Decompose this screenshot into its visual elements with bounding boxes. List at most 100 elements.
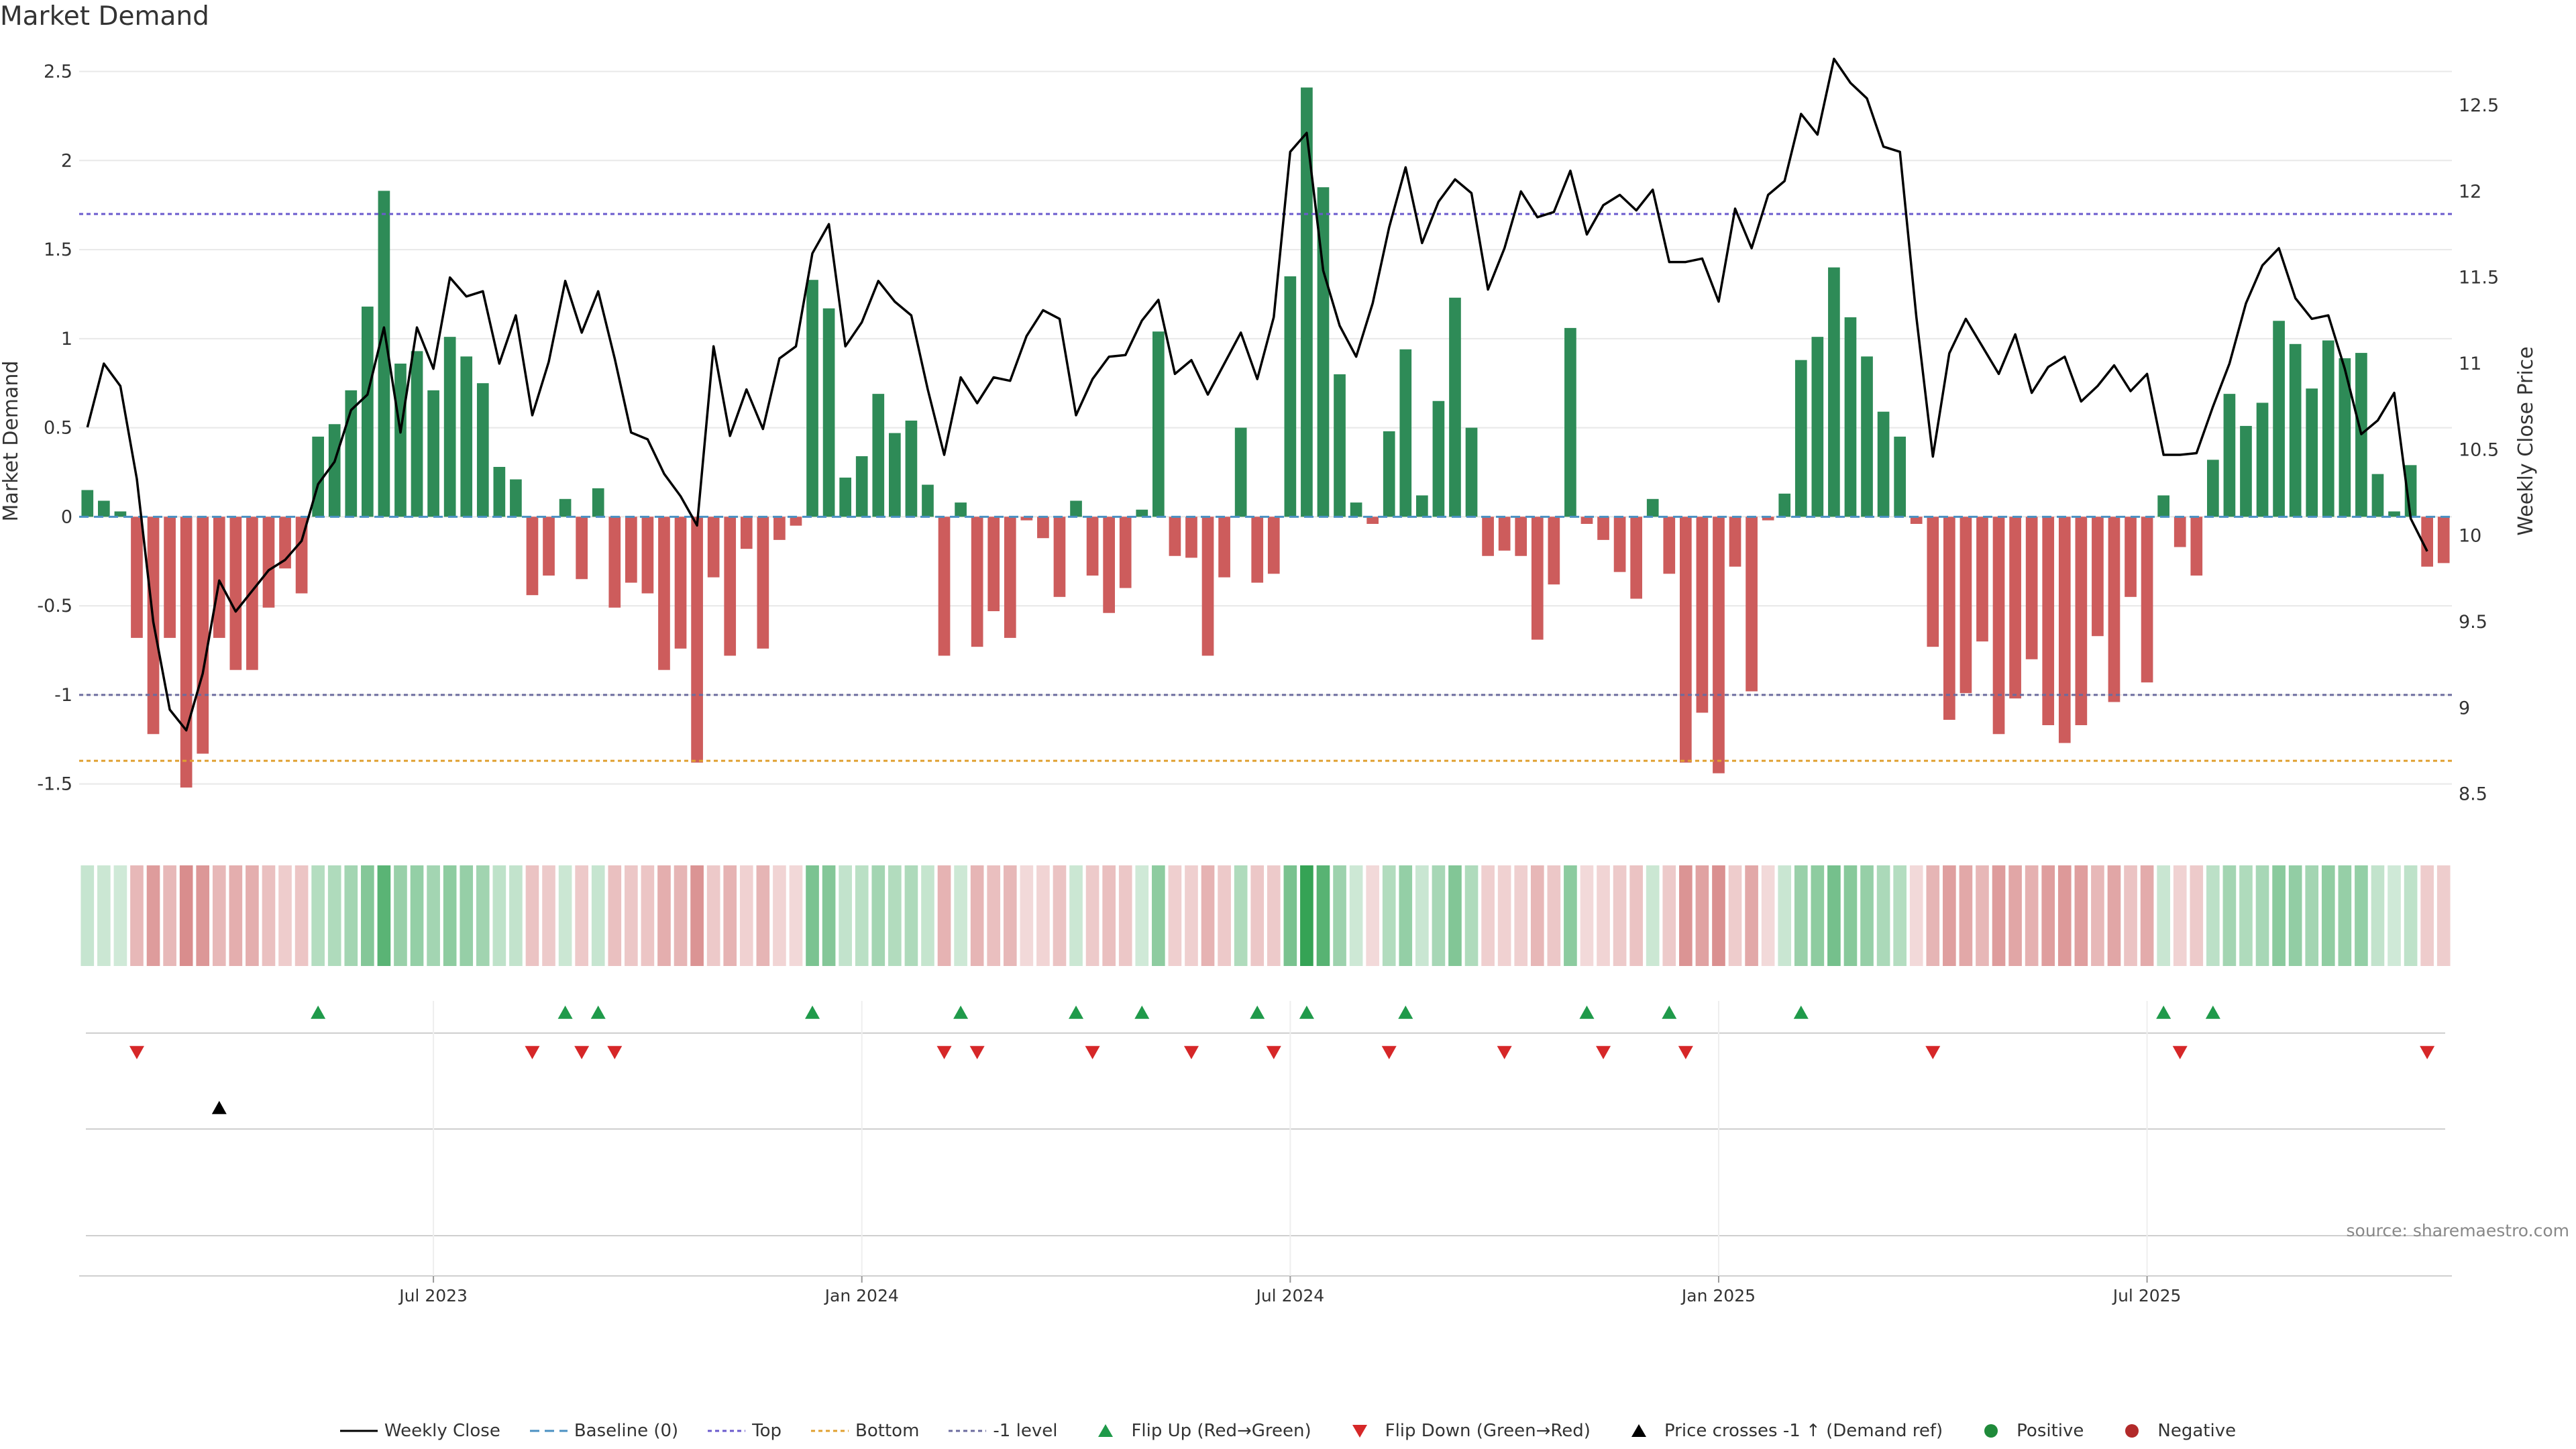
flip-down-marker — [1183, 1046, 1199, 1059]
flip-up-marker — [1793, 1006, 1809, 1019]
flip-up-marker — [1299, 1006, 1314, 1019]
heat-cell — [1695, 865, 1709, 966]
demand-bar-negative — [1927, 517, 1939, 647]
demand-bar-negative — [246, 517, 258, 670]
demand-bar-negative — [1366, 517, 1379, 524]
heat-cell — [2305, 865, 2319, 966]
legend-swatch — [1984, 1424, 1998, 1438]
flip-down-marker — [129, 1046, 144, 1059]
demand-bar-negative — [1746, 517, 1758, 692]
heat-cell — [294, 865, 309, 966]
heat-cell — [921, 865, 934, 966]
heat-cell — [789, 865, 803, 966]
heat-cell — [2140, 865, 2154, 966]
heat-cell — [558, 865, 572, 966]
y2-tick-label: 11 — [2459, 354, 2481, 374]
demand-bar-negative — [740, 517, 753, 549]
demand-bar-positive — [1646, 498, 1659, 517]
heat-cell — [591, 865, 605, 966]
demand-bar-positive — [2306, 388, 2318, 517]
demand-bar-negative — [1251, 517, 1264, 583]
y-tick-label: 1.5 — [44, 239, 72, 260]
chart-title: Market Demand — [0, 1, 209, 32]
demand-bar-negative — [543, 517, 555, 576]
heat-cell — [344, 865, 358, 966]
demand-bar-positive — [476, 383, 489, 517]
heat-cell — [1827, 865, 1841, 966]
demand-bar-positive — [1811, 337, 1824, 517]
demand-bar-negative — [1037, 517, 1049, 539]
demand-bar-negative — [1086, 517, 1099, 576]
heat-cell — [146, 865, 160, 966]
heat-cell — [2091, 865, 2104, 966]
heat-cell — [2008, 865, 2022, 966]
demand-bar-negative — [1482, 517, 1494, 556]
legend-item-top: Top — [708, 1421, 782, 1441]
flip-up-marker — [1398, 1006, 1413, 1019]
x-tick-label: Jul 2023 — [398, 1286, 468, 1305]
demand-bar-positive — [460, 356, 473, 517]
heat-cell — [1464, 865, 1479, 966]
heat-cell — [806, 865, 819, 966]
heat-cell — [2387, 865, 2401, 966]
legend-swatch — [708, 1430, 746, 1432]
demand-bar-positive — [493, 467, 506, 517]
demand-bar-negative — [707, 517, 720, 578]
flip-up-marker — [1662, 1006, 1677, 1019]
heat-cell — [196, 865, 210, 966]
heat-cell — [608, 865, 622, 966]
heat-cell — [2338, 865, 2352, 966]
y2-tick-label: 9.5 — [2459, 612, 2487, 633]
heat-cell — [212, 865, 226, 966]
heat-cell — [1118, 865, 1132, 966]
heat-cell — [987, 865, 1001, 966]
demand-bar-negative — [1531, 517, 1544, 640]
demand-bar-negative — [1597, 517, 1609, 540]
heat-cell — [1646, 865, 1660, 966]
flip-up-marker — [311, 1006, 326, 1019]
heat-cell — [1036, 865, 1050, 966]
heat-cell — [97, 865, 111, 966]
demand-bar-negative — [1053, 517, 1066, 597]
demand-bar-positive — [822, 308, 835, 517]
demand-bar-negative — [938, 517, 951, 656]
heat-cell — [427, 865, 440, 966]
demand-bar-positive — [1449, 297, 1461, 517]
heat-cell — [163, 865, 176, 966]
heat-cell — [1185, 865, 1198, 966]
demand-bar-negative — [1169, 517, 1181, 556]
demand-bar-negative — [691, 517, 703, 763]
demand-bar-positive — [411, 351, 423, 517]
heat-cell — [1135, 865, 1149, 966]
heat-cell — [1943, 865, 1956, 966]
flip-down-marker — [969, 1046, 985, 1059]
demand-bar-positive — [855, 456, 868, 517]
demand-bar-positive — [1564, 327, 1576, 517]
heat-cell — [839, 865, 852, 966]
heat-cell — [361, 865, 374, 966]
flip-up-marker — [2156, 1006, 2171, 1019]
heat-cell — [1283, 865, 1297, 966]
demand-bar-negative — [1119, 517, 1132, 588]
heat-cell — [113, 865, 127, 966]
demand-bar-positive — [1334, 374, 1346, 517]
heat-cell — [1382, 865, 1396, 966]
heat-cell — [1843, 865, 1858, 966]
legend-swatch — [811, 1430, 849, 1432]
demand-bar-positive — [1432, 400, 1445, 517]
heat-cell — [1959, 865, 1973, 966]
heat-cell — [1168, 865, 1182, 966]
heat-cell — [2355, 865, 2368, 966]
demand-bar-positive — [2289, 343, 2302, 517]
heat-cell — [1530, 865, 1544, 966]
demand-bar-negative — [2108, 517, 2121, 702]
demand-bar-negative — [2437, 517, 2450, 564]
heat-cell — [1728, 865, 1742, 966]
demand-bar-positive — [1861, 356, 1873, 517]
heat-cell — [2157, 865, 2170, 966]
demand-bar-positive — [427, 390, 439, 517]
heat-cell — [2190, 865, 2204, 966]
heat-cell — [1761, 865, 1775, 966]
flip-down-marker — [1925, 1046, 1941, 1059]
heat-cell — [2321, 865, 2335, 966]
